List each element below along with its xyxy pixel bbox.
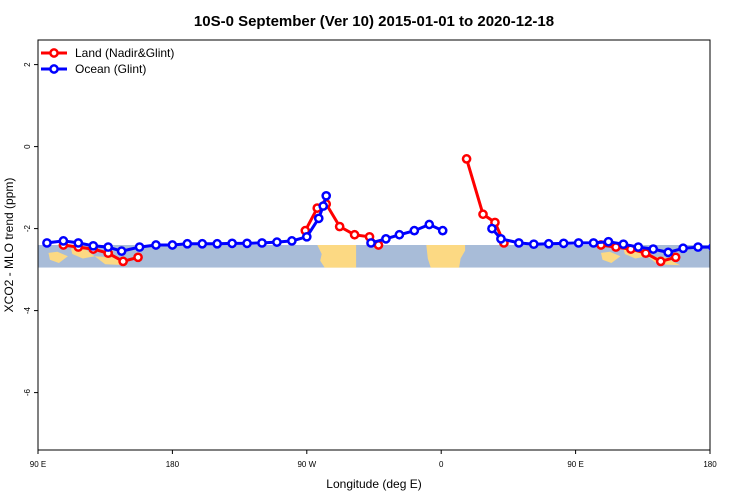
data-point — [573, 238, 584, 248]
map-land — [317, 245, 357, 268]
x-tick-label: 180 — [703, 460, 717, 469]
legend-label: Ocean (Glint) — [75, 62, 146, 76]
series-layer — [42, 154, 710, 267]
x-axis-label: Longitude (deg E) — [326, 477, 421, 491]
x-tick-label: 180 — [166, 460, 180, 469]
data-point — [134, 242, 145, 252]
x-tick-label: 90 W — [297, 460, 316, 469]
data-point — [437, 225, 448, 236]
data-point — [618, 239, 629, 250]
data-point — [394, 229, 405, 240]
data-point — [301, 231, 312, 242]
data-point — [424, 219, 435, 230]
y-tick-label: 0 — [23, 144, 32, 149]
data-point — [116, 246, 127, 256]
data-point — [118, 256, 128, 267]
series-ocean — [42, 190, 710, 258]
y-axis: 2 0 -2 -4 -6 — [23, 62, 38, 396]
data-point — [588, 238, 599, 248]
legend: Land (Nadir&Glint) Ocean (Glint) — [41, 46, 174, 76]
data-point — [487, 223, 497, 234]
map-ocean — [38, 245, 710, 268]
data-point — [678, 243, 688, 254]
data-point — [708, 243, 710, 251]
data-point — [663, 247, 674, 258]
data-point — [543, 238, 554, 249]
series-line — [465, 158, 506, 244]
series-line — [490, 227, 710, 254]
data-point — [648, 244, 659, 254]
data-point — [287, 236, 297, 246]
data-point — [461, 154, 472, 164]
data-point — [242, 238, 252, 249]
legend-marker — [49, 48, 59, 58]
data-point — [670, 252, 681, 263]
legend-marker — [49, 64, 59, 74]
data-point — [73, 238, 84, 248]
data-point — [227, 238, 237, 249]
data-point — [88, 240, 99, 251]
data-point — [212, 238, 223, 249]
data-point — [514, 238, 524, 248]
data-point — [603, 236, 614, 247]
data-point — [197, 238, 208, 249]
data-point — [103, 242, 114, 252]
data-point — [633, 242, 644, 252]
y-tick-label: -4 — [23, 306, 32, 314]
data-point — [257, 238, 267, 248]
x-tick-label: 0 — [439, 460, 444, 469]
y-tick-label: -2 — [23, 224, 32, 232]
data-point — [381, 234, 391, 244]
data-point — [693, 242, 703, 252]
data-point — [528, 239, 539, 250]
map-land — [601, 251, 621, 263]
x-axis: 90 E 180 90 W 0 90 E 180 — [30, 450, 717, 469]
data-point — [640, 248, 651, 259]
data-point — [167, 240, 178, 250]
data-point — [318, 201, 329, 211]
data-point — [182, 238, 193, 249]
data-point — [496, 234, 506, 244]
data-point — [42, 238, 52, 248]
y-tick-label: 2 — [23, 62, 32, 67]
map-land — [426, 245, 466, 268]
y-axis-label: XCO2 - MLO trend (ppm) — [2, 178, 16, 313]
data-point — [151, 240, 161, 250]
data-point — [558, 238, 569, 249]
y-tick-label: -6 — [23, 388, 32, 396]
data-point — [478, 209, 488, 220]
data-point — [655, 256, 666, 267]
data-point — [321, 190, 332, 201]
x-tick-label: 90 E — [567, 460, 583, 469]
data-point — [409, 225, 420, 236]
legend-label: Land (Nadir&Glint) — [75, 46, 174, 60]
data-point — [58, 236, 69, 246]
data-point — [334, 221, 345, 232]
data-point — [313, 213, 324, 224]
data-point — [272, 237, 282, 247]
map-land — [48, 251, 68, 263]
data-point — [349, 229, 360, 240]
x-tick-label: 90 E — [30, 460, 46, 469]
chart-title: 10S-0 September (Ver 10) 2015-01-01 to 2… — [194, 13, 554, 30]
data-point — [133, 252, 143, 263]
data-point — [366, 238, 376, 248]
